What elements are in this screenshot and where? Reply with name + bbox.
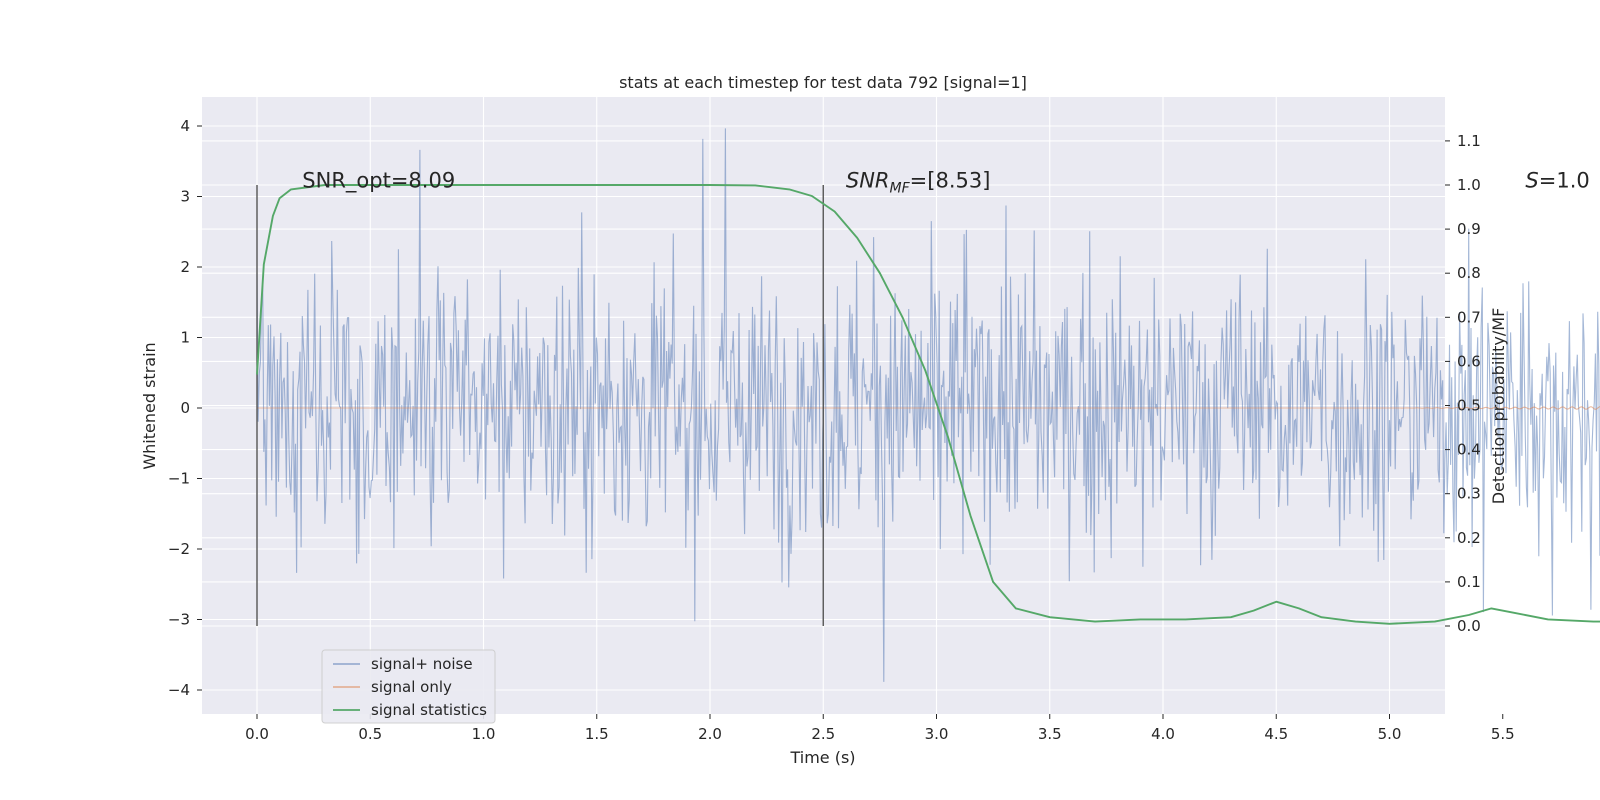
x-tick-label: 0.5 <box>358 725 382 743</box>
y-tick-label: −1 <box>168 470 190 488</box>
x-axis-label: Time (s) <box>789 748 855 767</box>
x-tick-label: 3.0 <box>925 725 949 743</box>
y2-tick-label: 0.3 <box>1457 485 1481 503</box>
x-tick-label: 3.5 <box>1038 725 1062 743</box>
signal-only-line <box>257 406 1600 410</box>
y-tick-label: 2 <box>180 258 190 276</box>
y2-tick-label: 1.0 <box>1457 176 1481 194</box>
x-tick-label: 2.0 <box>698 725 722 743</box>
y-axis-right: 1.1 1.0 0.9 0.8 0.7 0.6 0.5 0.4 0.3 0.2 0.1 0.0 <box>1445 132 1481 635</box>
y2-axis-label: Detection probability/MF <box>1489 308 1508 505</box>
series-signal-statistics <box>256 184 1600 625</box>
annotation-part: S <box>1525 169 1538 193</box>
y2-tick-label: 0.0 <box>1457 617 1481 635</box>
annotation-text: SNRMF=[8.53] <box>846 169 991 197</box>
x-tick-label: 2.5 <box>811 725 835 743</box>
series-signal-only <box>257 406 1600 410</box>
y-tick-label: 3 <box>180 188 190 206</box>
y-axis-left: 4 3 2 1 0 −1 −2 −3 −4 <box>168 117 202 699</box>
y2-tick-label: 0.8 <box>1457 264 1481 282</box>
x-tick-label: 0.0 <box>245 725 269 743</box>
y2-tick-label: 0.2 <box>1457 529 1481 547</box>
y-tick-label: 1 <box>180 329 190 347</box>
chart-title: stats at each timestep for test data 792… <box>619 73 1027 92</box>
y-tick-label: −3 <box>168 611 190 629</box>
y-tick-label: 0 <box>180 399 190 417</box>
y-tick-label: −2 <box>168 540 190 558</box>
x-tick-label: 1.5 <box>585 725 609 743</box>
x-tick-label: 4.5 <box>1264 725 1288 743</box>
legend-label-signal-noise: signal+ noise <box>371 655 473 673</box>
x-tick-label: 5.0 <box>1378 725 1402 743</box>
y-tick-label: 4 <box>180 117 190 135</box>
y2-tick-label: 0.7 <box>1457 308 1481 326</box>
annotation-subscript: MF <box>890 181 911 197</box>
legend-label-signal-statistics: signal statistics <box>371 701 487 719</box>
annotation-part: SNR <box>846 169 890 193</box>
y2-tick-label: 0.1 <box>1457 573 1481 591</box>
annotation-part: SNR_opt=8.09 <box>302 169 455 194</box>
x-tick-label: 4.0 <box>1151 725 1175 743</box>
annotation-part: =1.0 <box>1539 169 1590 193</box>
vertical-markers <box>256 185 824 626</box>
annotation-text: S=1.0 <box>1525 169 1589 193</box>
x-tick-label: 5.5 <box>1491 725 1515 743</box>
y2-tick-label: 0.9 <box>1457 220 1481 238</box>
x-axis: 0.00.51.01.52.02.53.03.54.04.55.05.56.06… <box>245 714 1515 743</box>
signal-statistics-line <box>256 184 1600 625</box>
annotation-text: SNR_opt=8.09 <box>302 169 455 194</box>
signal-noise-line <box>256 128 1600 682</box>
series-signal-noise <box>256 128 1600 682</box>
annotation-part: =[8.53] <box>910 169 991 193</box>
y-axis-label: Whitened strain <box>140 342 159 469</box>
y2-tick-label: 0.4 <box>1457 441 1481 459</box>
y-tick-label: −4 <box>168 681 190 699</box>
legend-box <box>321 649 496 724</box>
legend-label-signal-only: signal only <box>371 678 452 696</box>
legend: signal+ noise signal only signal statist… <box>321 649 496 724</box>
y2-tick-label: 0.5 <box>1457 397 1481 415</box>
x-tick-label: 1.0 <box>472 725 496 743</box>
y2-tick-label: 0.6 <box>1457 352 1481 370</box>
y2-tick-label: 1.1 <box>1457 132 1481 150</box>
